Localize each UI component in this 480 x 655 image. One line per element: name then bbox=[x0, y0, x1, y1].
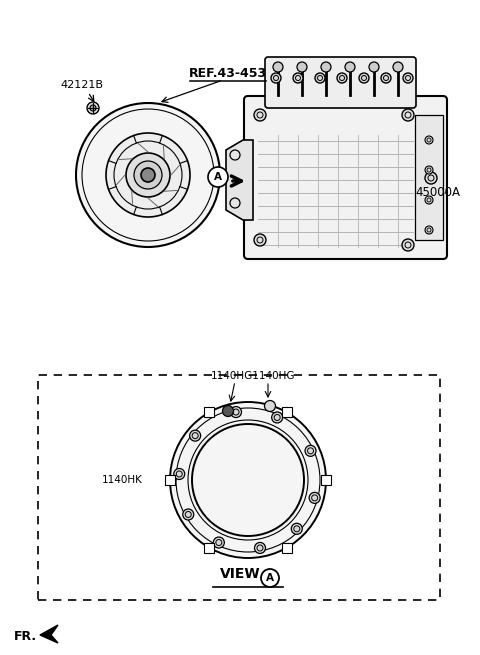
Circle shape bbox=[425, 226, 433, 234]
Circle shape bbox=[254, 542, 265, 553]
Text: REF.43-453: REF.43-453 bbox=[189, 67, 267, 80]
Circle shape bbox=[425, 172, 437, 184]
Circle shape bbox=[254, 109, 266, 121]
Circle shape bbox=[315, 73, 325, 83]
Bar bbox=[165, 475, 175, 485]
Circle shape bbox=[369, 62, 379, 72]
Circle shape bbox=[293, 73, 303, 83]
Bar bbox=[282, 407, 292, 417]
Bar bbox=[282, 542, 292, 553]
Circle shape bbox=[183, 509, 194, 520]
Circle shape bbox=[76, 103, 220, 247]
Bar bbox=[415, 115, 443, 240]
Circle shape bbox=[337, 73, 347, 83]
Circle shape bbox=[271, 73, 281, 83]
Circle shape bbox=[261, 569, 279, 587]
Circle shape bbox=[87, 102, 99, 114]
Circle shape bbox=[272, 412, 283, 423]
Circle shape bbox=[402, 239, 414, 251]
Bar bbox=[204, 407, 214, 417]
Circle shape bbox=[134, 161, 162, 189]
Circle shape bbox=[381, 73, 391, 83]
Circle shape bbox=[321, 62, 331, 72]
Text: 1140HG1140HG: 1140HG1140HG bbox=[211, 371, 295, 381]
Circle shape bbox=[425, 136, 433, 144]
Polygon shape bbox=[226, 140, 253, 220]
Circle shape bbox=[190, 430, 201, 441]
Circle shape bbox=[345, 62, 355, 72]
Text: 45000A: 45000A bbox=[415, 187, 460, 200]
Circle shape bbox=[403, 73, 413, 83]
Text: 42121B: 42121B bbox=[60, 80, 104, 90]
Circle shape bbox=[141, 168, 155, 182]
Circle shape bbox=[425, 166, 433, 174]
Circle shape bbox=[291, 523, 302, 534]
Circle shape bbox=[213, 537, 224, 548]
Text: A: A bbox=[214, 172, 222, 182]
Text: 1140HK: 1140HK bbox=[102, 475, 143, 485]
Bar bbox=[321, 475, 331, 485]
Circle shape bbox=[273, 62, 283, 72]
Circle shape bbox=[106, 133, 190, 217]
Circle shape bbox=[359, 73, 369, 83]
Bar bbox=[204, 542, 214, 553]
Text: VIEW: VIEW bbox=[220, 567, 260, 581]
Circle shape bbox=[402, 109, 414, 121]
Circle shape bbox=[264, 400, 276, 411]
Circle shape bbox=[174, 468, 185, 479]
Circle shape bbox=[223, 405, 233, 417]
Circle shape bbox=[309, 493, 320, 503]
Circle shape bbox=[208, 167, 228, 187]
Circle shape bbox=[170, 402, 326, 558]
Bar bbox=[38, 375, 440, 600]
FancyBboxPatch shape bbox=[244, 96, 447, 259]
Text: A: A bbox=[266, 573, 274, 583]
Circle shape bbox=[393, 62, 403, 72]
FancyBboxPatch shape bbox=[265, 57, 416, 108]
Circle shape bbox=[90, 105, 96, 111]
Circle shape bbox=[425, 196, 433, 204]
Polygon shape bbox=[40, 625, 58, 643]
Circle shape bbox=[297, 62, 307, 72]
Circle shape bbox=[230, 407, 241, 417]
Circle shape bbox=[126, 153, 170, 197]
Text: FR.: FR. bbox=[14, 631, 37, 643]
Circle shape bbox=[254, 234, 266, 246]
Circle shape bbox=[305, 445, 316, 457]
